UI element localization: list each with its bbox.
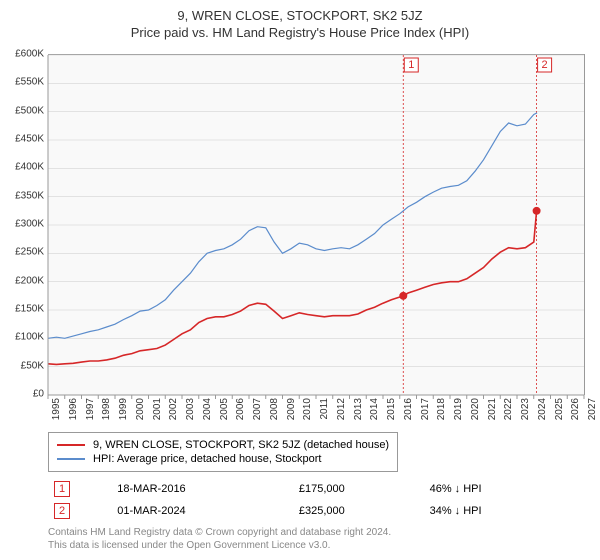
y-tick-label: £150K	[15, 304, 44, 315]
y-tick-label: £500K	[15, 105, 44, 116]
chart-title-sub: Price paid vs. HM Land Registry's House …	[0, 25, 600, 40]
x-tick-label: 2002	[168, 398, 179, 420]
x-tick-label: 2021	[487, 398, 498, 420]
x-tick-label: 1996	[68, 398, 79, 420]
sale-delta: 46% ↓ HPI	[424, 478, 568, 500]
y-tick-label: £550K	[15, 77, 44, 88]
y-tick-label: £300K	[15, 219, 44, 230]
disclaimer-line2: This data is licensed under the Open Gov…	[48, 540, 330, 551]
y-tick-label: £200K	[15, 275, 44, 286]
y-tick-label: £100K	[15, 332, 44, 343]
y-tick-label: £400K	[15, 162, 44, 173]
x-tick-label: 2000	[135, 398, 146, 420]
disclaimer-line1: Contains HM Land Registry data © Crown c…	[48, 527, 391, 538]
sale-date: 01-MAR-2024	[111, 500, 293, 522]
x-tick-label: 2008	[269, 398, 280, 420]
x-tick-label: 1995	[51, 398, 62, 420]
y-tick-label: £0	[33, 389, 44, 400]
legend-item: 9, WREN CLOSE, STOCKPORT, SK2 5JZ (detac…	[57, 439, 389, 451]
x-tick-label: 2027	[587, 398, 598, 420]
x-tick-label: 2005	[219, 398, 230, 420]
plot-area: 12	[48, 54, 585, 395]
x-tick-label: 2007	[252, 398, 263, 420]
x-tick-label: 1997	[85, 398, 96, 420]
sale-marker-label-1: 1	[408, 59, 414, 71]
x-tick-label: 2004	[202, 398, 213, 420]
sale-marker-label-2: 2	[542, 59, 548, 71]
table-row: 1 18-MAR-2016£175,00046% ↓ HPI	[48, 478, 568, 500]
legend-swatch	[57, 458, 85, 460]
x-tick-label: 2009	[286, 398, 297, 420]
legend-label: 9, WREN CLOSE, STOCKPORT, SK2 5JZ (detac…	[93, 439, 389, 451]
x-tick-label: 1999	[118, 398, 129, 420]
y-tick-label: £50K	[21, 360, 44, 371]
sale-marker-2	[533, 207, 541, 215]
legend-swatch	[57, 444, 85, 446]
x-tick-label: 2016	[403, 398, 414, 420]
footer-block: 1 18-MAR-2016£175,00046% ↓ HPI 2 01-MAR-202…	[48, 478, 568, 552]
x-tick-label: 2012	[336, 398, 347, 420]
y-tick-label: £450K	[15, 134, 44, 145]
x-tick-label: 2014	[369, 398, 380, 420]
table-row: 2 01-MAR-2024£325,00034% ↓ HPI	[48, 500, 568, 522]
x-tick-label: 2022	[503, 398, 514, 420]
x-tick-label: 2003	[185, 398, 196, 420]
x-tick-label: 2013	[353, 398, 364, 420]
x-tick-label: 2020	[470, 398, 481, 420]
x-tick-label: 2001	[152, 398, 163, 420]
series-hpi	[48, 113, 537, 338]
x-tick-label: 2018	[436, 398, 447, 420]
sale-marker-1	[399, 292, 407, 300]
x-tick-label: 2023	[520, 398, 531, 420]
sale-delta: 34% ↓ HPI	[424, 500, 568, 522]
sale-index-box: 2	[54, 503, 70, 519]
x-tick-label: 2011	[319, 398, 330, 420]
x-tick-label: 2025	[554, 398, 565, 420]
y-tick-label: £600K	[15, 49, 44, 60]
sale-date: 18-MAR-2016	[111, 478, 293, 500]
sale-price: £325,000	[293, 500, 424, 522]
x-tick-label: 2010	[302, 398, 313, 420]
x-tick-label: 2006	[235, 398, 246, 420]
chart-title-address: 9, WREN CLOSE, STOCKPORT, SK2 5JZ	[0, 8, 600, 23]
sale-index-box: 1	[54, 481, 70, 497]
chart: 12 £0£50K£100K£150K£200K£250K£300K£350K£…	[48, 54, 584, 394]
y-tick-label: £250K	[15, 247, 44, 258]
sales-table: 1 18-MAR-2016£175,00046% ↓ HPI 2 01-MAR-202…	[48, 478, 568, 522]
series-property	[48, 211, 537, 365]
disclaimer: Contains HM Land Registry data © Crown c…	[48, 526, 568, 552]
x-tick-label: 1998	[101, 398, 112, 420]
x-tick-label: 2019	[453, 398, 464, 420]
sale-price: £175,000	[293, 478, 424, 500]
y-tick-label: £350K	[15, 190, 44, 201]
x-tick-label: 2017	[420, 398, 431, 420]
legend-label: HPI: Average price, detached house, Stoc…	[93, 453, 322, 465]
legend: 9, WREN CLOSE, STOCKPORT, SK2 5JZ (detac…	[48, 432, 398, 472]
x-tick-label: 2024	[537, 398, 548, 420]
legend-item: HPI: Average price, detached house, Stoc…	[57, 453, 389, 465]
x-tick-label: 2026	[570, 398, 581, 420]
x-tick-label: 2015	[386, 398, 397, 420]
